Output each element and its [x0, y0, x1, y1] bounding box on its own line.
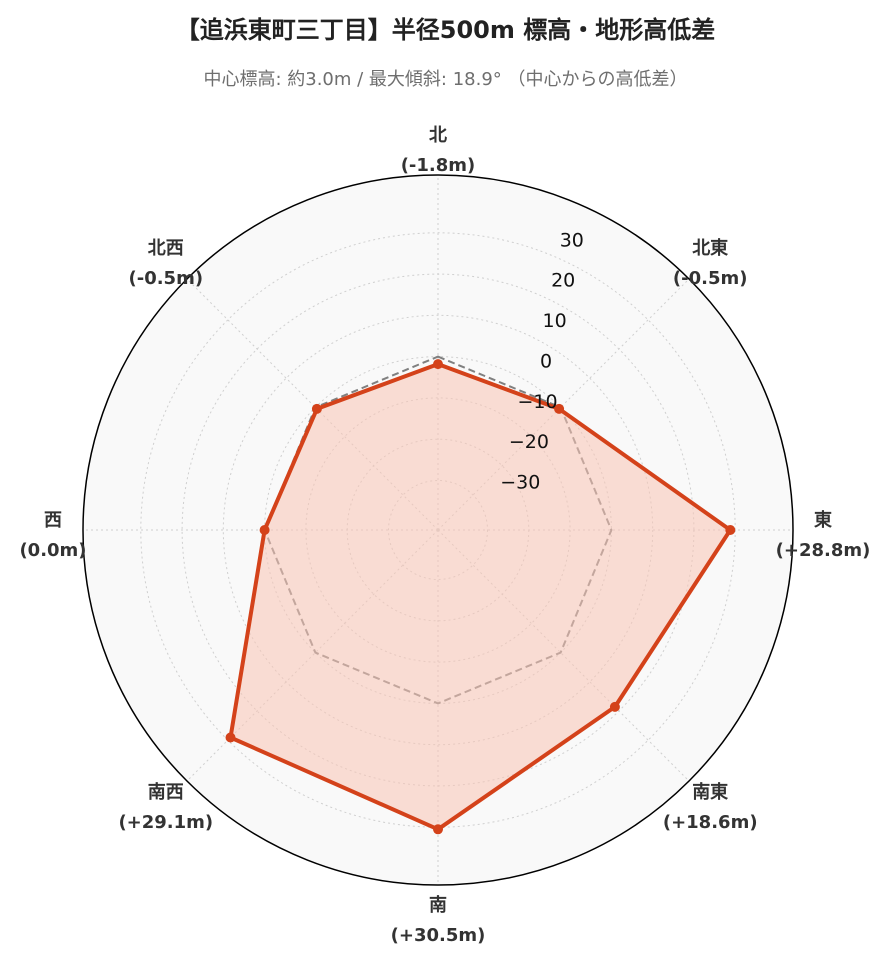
data-point	[725, 525, 736, 535]
direction-name: 北	[429, 125, 447, 146]
direction-label: 北 (-1.8m)	[401, 125, 476, 176]
radial-tick-label: 30	[560, 229, 584, 251]
direction-name: 北西	[148, 238, 184, 259]
direction-name: 南西	[148, 781, 184, 803]
direction-name: 東	[814, 509, 832, 531]
data-point	[311, 403, 322, 414]
data-point	[433, 359, 443, 370]
direction-value: (0.0m)	[19, 540, 86, 561]
radial-tick-label: −10	[517, 391, 557, 413]
radial-tick-label: 10	[543, 310, 567, 332]
chart-subtitle: 中心標高: 約3.0m / 最大傾斜: 18.9° （中心からの高低差）	[203, 69, 688, 90]
radial-tick-label: 0	[540, 350, 552, 372]
series-layer	[225, 359, 736, 835]
direction-value: (+18.6m)	[663, 812, 758, 833]
chart-title: 【追浜東町三丁目】半径500m 標高・地形高低差	[175, 16, 716, 44]
radial-tick-labels: −30 −20 −10 0 10 20 30	[500, 229, 584, 493]
direction-value: (-1.8m)	[401, 155, 476, 176]
data-point	[433, 824, 443, 835]
radial-tick-label: 20	[551, 270, 575, 292]
direction-value: (+28.8m)	[776, 540, 871, 561]
direction-name: 南	[429, 894, 447, 916]
grid-spoke	[186, 278, 439, 531]
direction-value: (-0.5m)	[673, 268, 748, 289]
radial-tick-label: −20	[509, 431, 549, 453]
direction-value: (+29.1m)	[118, 812, 213, 833]
direction-value: (-0.5m)	[129, 268, 204, 289]
data-point	[225, 732, 236, 743]
grid-spoke	[437, 529, 690, 782]
direction-label: 西 (0.0m)	[19, 510, 86, 561]
direction-labels: 北 (-1.8m) 北東 (-0.5m) 東 (+28.8m) 南東 (+18.6m) 南 (+3…	[19, 125, 870, 946]
direction-name: 南東	[692, 781, 728, 803]
direction-name: 北東	[692, 237, 728, 259]
data-point	[259, 525, 270, 535]
direction-label: 東 (+28.8m)	[776, 509, 871, 561]
grid-spoke	[437, 278, 690, 531]
direction-label: 南西 (+29.1m)	[118, 781, 213, 833]
direction-label: 北西 (-0.5m)	[129, 238, 204, 289]
direction-label: 北東 (-0.5m)	[673, 237, 748, 289]
data-point	[609, 701, 620, 712]
direction-label: 南 (+30.5m)	[391, 894, 486, 946]
data-point	[554, 403, 565, 414]
radial-tick-label: −30	[500, 472, 540, 494]
direction-value: (+30.5m)	[391, 925, 486, 946]
direction-name: 西	[44, 510, 62, 531]
direction-label: 南東 (+18.6m)	[663, 781, 758, 833]
